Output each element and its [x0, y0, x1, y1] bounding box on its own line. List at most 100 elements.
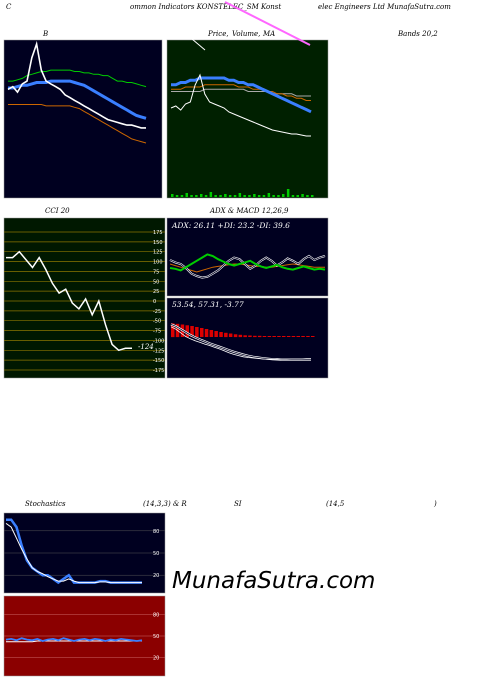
- macd-histogram-bar: [190, 326, 194, 337]
- cci-tick-label: -100: [153, 338, 164, 344]
- volume-bar: [171, 194, 174, 197]
- cci-tick-label: 75: [153, 269, 159, 275]
- volume-bar: [306, 195, 309, 197]
- bollinger-upper-line: [8, 69, 147, 88]
- macd-histogram-bar: [224, 332, 228, 338]
- stoch-tick-label: 50: [153, 551, 159, 557]
- volume-bar: [243, 195, 246, 197]
- volume-bar: [200, 194, 203, 197]
- adx-minus-di-inner: [169, 255, 326, 279]
- macd-histogram-bar: [248, 335, 252, 337]
- volume-bar: [267, 193, 271, 197]
- macd-histogram-bar: [277, 336, 281, 337]
- volume-bar: [291, 195, 295, 197]
- cci-last-label: -124: [138, 343, 154, 351]
- volume-bar: [257, 195, 261, 197]
- volume-bar: [282, 194, 285, 197]
- volume-bar: [277, 195, 280, 197]
- volume-title: Volume,: [232, 30, 261, 38]
- price-panel: [166, 39, 329, 199]
- cci-tick-label: 0: [153, 299, 156, 305]
- macd-histogram-bar: [301, 336, 305, 337]
- volume-bar: [180, 195, 184, 197]
- volume-bar: [301, 194, 304, 197]
- rsi-title-2: (14,5: [326, 500, 345, 508]
- macd-histogram-bar: [282, 336, 286, 337]
- macd-histogram-bar: [214, 331, 218, 337]
- bollinger-panel: [3, 39, 163, 199]
- volume-bar: [175, 195, 179, 197]
- volume-bar: [190, 195, 193, 197]
- macd-line: [170, 326, 311, 360]
- macd-histogram-bar: [171, 323, 175, 338]
- volume-bar: [296, 195, 299, 197]
- volume-bar: [262, 195, 266, 197]
- watermark: MunafaSutra.com: [172, 568, 376, 594]
- cci-tick-label: 150: [153, 240, 163, 246]
- cci-tick-label: -25: [153, 309, 161, 315]
- volume-bar: [224, 194, 227, 197]
- rsi-title-1: SI: [234, 500, 242, 508]
- rsi-tick-label: 80: [153, 612, 159, 618]
- ma-title: MA: [263, 30, 276, 38]
- volume-bar: [233, 195, 237, 197]
- bollinger-title: B: [43, 30, 49, 38]
- volume-bar: [272, 195, 275, 197]
- volume-bar: [185, 193, 188, 197]
- price-trend-line-white: [171, 21, 206, 51]
- macd-histogram-bar: [243, 335, 247, 338]
- cci-panel: [3, 217, 166, 379]
- stoch-tick-label: 20: [153, 573, 159, 579]
- macd-histogram-bar: [200, 328, 204, 337]
- macd-panel: [166, 297, 329, 379]
- header-right: elec Engineers Ltd MunafaSutra.com: [318, 3, 451, 11]
- macd-histogram-bar: [262, 336, 267, 337]
- macd-histogram-bar: [257, 335, 262, 338]
- cci-tick-label: -175: [153, 368, 164, 374]
- bollinger-lower-line: [8, 104, 147, 144]
- macd-histogram-bar: [306, 336, 310, 337]
- volume-bar: [253, 194, 256, 197]
- macd-histogram-bar: [286, 336, 291, 337]
- volume-bar: [286, 189, 290, 197]
- cci-tick-label: 125: [153, 250, 163, 256]
- macd-histogram-bar: [253, 335, 257, 338]
- macd-histogram-bar: [219, 332, 223, 337]
- volume-bar: [209, 192, 213, 197]
- price-ma-line-short: [171, 76, 312, 114]
- macd-histogram-bar: [272, 336, 276, 337]
- volume-bar: [214, 195, 217, 197]
- macd-histogram-bar: [195, 327, 199, 337]
- bands-title: Bands 20,2: [398, 30, 438, 38]
- rsi-title-3: ): [434, 500, 437, 508]
- macd-histogram-bar: [228, 333, 233, 337]
- volume-bar: [248, 195, 251, 197]
- price-line: [170, 73, 311, 137]
- cci-tick-label: -150: [153, 358, 164, 364]
- cci-tick-label: -75: [153, 329, 161, 335]
- stoch-tick-label: 80: [153, 529, 159, 535]
- volume-bar: [195, 195, 198, 197]
- stoch-title-2: (14,3,3) & R: [143, 500, 187, 508]
- volume-bar: [311, 195, 314, 197]
- cci-tick-label: 50: [153, 279, 159, 285]
- price-ma-line-long: [171, 88, 311, 97]
- volume-bar: [219, 195, 222, 197]
- cci-tick-label: 25: [153, 289, 159, 295]
- cci-tick-label: 175: [153, 230, 163, 236]
- macd-histogram-bar: [296, 336, 300, 337]
- macd-histogram-bar: [204, 329, 209, 337]
- price-title: Price,: [208, 30, 229, 38]
- macd-histogram-bar: [238, 334, 243, 338]
- price-trend-line-magenta: [224, 1, 311, 46]
- cci-title: CCI 20: [45, 207, 70, 215]
- stoch-title-1: Stochastics: [25, 500, 66, 508]
- bollinger-price-line: [7, 40, 146, 129]
- macd-histogram-bar: [291, 336, 296, 337]
- adx-plus-di-line: [169, 253, 326, 272]
- volume-bar: [238, 193, 242, 197]
- macd-histogram-bar: [233, 334, 238, 338]
- adx-readout: ADX: 26.11 +DI: 23.2 -DI: 39.6: [171, 221, 290, 230]
- adx-panel: [166, 217, 329, 297]
